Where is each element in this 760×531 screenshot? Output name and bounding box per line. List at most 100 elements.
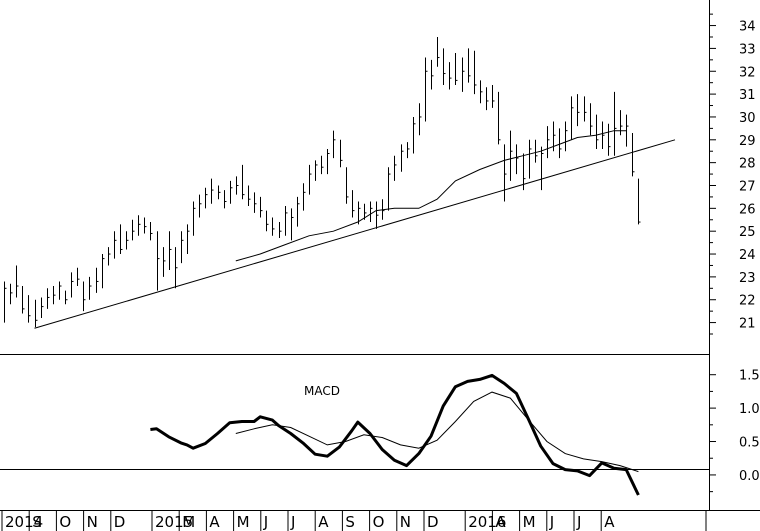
price-bar <box>529 139 532 179</box>
price-tick-label: 21 <box>739 317 756 332</box>
price-bar <box>510 130 513 181</box>
x-tick-label: A <box>209 513 220 531</box>
price-bar <box>71 272 74 298</box>
price-bar <box>608 123 611 156</box>
price-bar <box>486 87 489 111</box>
price-bar <box>394 155 397 181</box>
price-tick-label: 22 <box>739 294 756 309</box>
price-bar <box>102 254 105 289</box>
price-bar <box>254 192 257 213</box>
price-tick-label: 34 <box>739 20 756 35</box>
price-bar <box>370 201 373 223</box>
price-bars <box>4 36 641 328</box>
x-tick-label: M <box>182 513 195 531</box>
x-tick-label: S <box>32 513 42 531</box>
price-bar <box>340 139 343 168</box>
price-tick-label: 24 <box>739 248 756 263</box>
price-bar <box>193 201 196 236</box>
price-bar <box>150 222 153 241</box>
price-bar <box>83 281 86 312</box>
price-bar <box>96 267 99 293</box>
x-tick-label: O <box>59 513 71 531</box>
price-bar <box>10 283 13 305</box>
price-bar <box>236 176 239 195</box>
price-bar <box>565 121 568 152</box>
price-bar <box>498 91 501 145</box>
price-bar <box>407 142 410 159</box>
price-bar <box>443 48 446 85</box>
price-bar <box>163 247 166 277</box>
price-bar <box>218 185 221 200</box>
price-bar <box>333 130 336 159</box>
price-bar <box>504 144 507 202</box>
price-bar <box>547 126 550 159</box>
price-bar <box>632 132 635 177</box>
price-bar <box>309 164 312 195</box>
price-bar <box>89 276 92 300</box>
price-bar <box>65 290 68 305</box>
price-bar <box>388 167 391 211</box>
macd-tick-label: 0.0 <box>739 469 760 484</box>
price-bar <box>449 62 452 90</box>
price-bar <box>4 281 7 323</box>
price-axis-ticks: 21 22 23 24 25 26 27 28 29 30 31 32 33 34 <box>709 13 756 335</box>
macd-tick-label: 1.5 <box>739 369 760 384</box>
x-tick-label: A <box>318 513 329 531</box>
price-bar <box>181 231 184 264</box>
x-tick-label: 2014 <box>5 513 43 531</box>
macd-tick-label: 1.0 <box>739 402 760 417</box>
price-bar <box>492 84 495 108</box>
price-bar <box>22 286 25 314</box>
price-bar <box>364 203 367 220</box>
price-bar <box>114 231 117 259</box>
price-bar <box>419 103 422 136</box>
price-bar <box>358 201 361 225</box>
x-tick-label: J <box>576 513 581 531</box>
price-bar <box>77 267 80 287</box>
x-tick-label: A <box>495 513 506 531</box>
price-bar <box>425 57 428 122</box>
y-axis: 21 22 23 24 25 26 27 28 29 30 31 32 33 34 0.0 0.5 1.0 1.… <box>709 0 760 510</box>
x-tick-label: 2015 <box>155 513 193 531</box>
price-bar <box>248 185 251 207</box>
price-bar <box>41 297 44 319</box>
moving-average-line <box>235 130 627 262</box>
price-bar <box>431 59 434 90</box>
macd-line <box>150 373 640 496</box>
price-bar <box>144 217 147 234</box>
price-bar <box>315 160 318 181</box>
price-bar <box>455 52 458 85</box>
price-bar <box>480 80 483 104</box>
price-tick-label: 25 <box>739 225 756 240</box>
price-bar <box>535 139 538 163</box>
price-bar <box>187 224 190 255</box>
price-bar <box>35 299 38 328</box>
price-bar <box>132 219 135 241</box>
price-bar <box>285 206 288 236</box>
price-bar <box>614 91 617 156</box>
macd-signal-line <box>235 391 639 473</box>
price-bar <box>108 247 111 266</box>
price-bar <box>474 50 477 95</box>
price-bar <box>437 36 440 67</box>
price-tick-label: 33 <box>739 42 756 57</box>
price-bar <box>224 190 227 209</box>
price-bar <box>138 215 141 236</box>
price-bar <box>175 247 178 289</box>
price-bar <box>266 210 269 232</box>
x-tick-label: J <box>263 513 268 531</box>
price-bar <box>59 281 62 300</box>
price-bar <box>272 217 275 236</box>
x-tick-label: A <box>604 513 615 531</box>
price-bar <box>559 128 562 159</box>
price-bar <box>157 231 160 291</box>
price-bar <box>303 183 306 211</box>
price-bar <box>626 114 629 147</box>
price-bar <box>47 288 50 309</box>
price-tick-label: 27 <box>739 179 756 194</box>
price-bar <box>242 164 245 200</box>
x-tick-label: J <box>290 513 295 531</box>
trendline <box>34 139 676 329</box>
